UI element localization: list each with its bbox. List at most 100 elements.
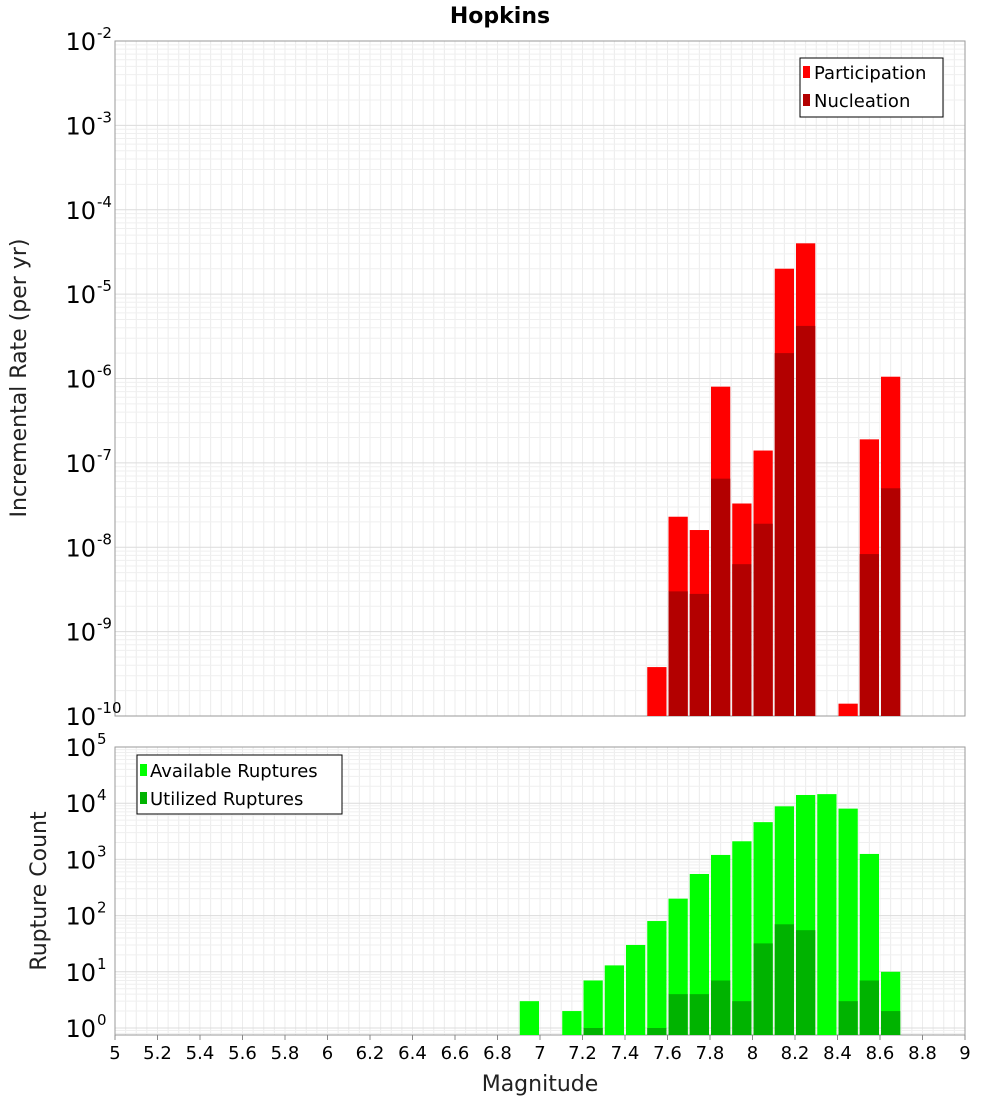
y-tick-label: 10 (65, 734, 96, 762)
chart-title: Hopkins (450, 4, 550, 29)
y-tick-label: 10 (65, 1015, 96, 1043)
bottom-panel-y-axis-label: Rupture Count (27, 811, 52, 971)
x-tick-label: 6 (322, 1043, 333, 1064)
utilized-ruptures-bar (711, 980, 731, 1035)
x-tick-label: 8.4 (823, 1043, 852, 1064)
available-ruptures-bar (838, 808, 858, 1035)
y-tick-label: 10 (65, 281, 96, 309)
utilized-ruptures-legend-label: Utilized Ruptures (150, 789, 303, 810)
y-tick-label: 10 (65, 846, 96, 874)
bottom-panel-legend: Available Ruptures Utilized Ruptures (136, 754, 343, 815)
nucleation-bar (881, 488, 901, 716)
nucleation-legend-swatch (803, 94, 810, 106)
x-tick-label: 5.8 (271, 1043, 300, 1064)
y-tick-exponent: -6 (97, 362, 112, 380)
y-tick-exponent: -4 (97, 193, 112, 211)
utilized-ruptures-bar (583, 1027, 603, 1035)
x-tick-label: 8.8 (908, 1043, 937, 1064)
y-tick-label: 10 (65, 28, 96, 56)
x-tick-label: 7.2 (568, 1043, 597, 1064)
utilized-ruptures-bar (881, 1011, 901, 1035)
y-tick-label: 10 (65, 703, 96, 731)
nucleation-bars (668, 325, 901, 716)
available-ruptures-legend-label: Available Ruptures (150, 761, 318, 782)
top-panel-grid (114, 41, 966, 717)
x-tick-label: 8.2 (781, 1043, 810, 1064)
y-tick-label: 10 (65, 959, 96, 987)
available-ruptures-bar (583, 980, 603, 1035)
utilized-ruptures-bar (859, 980, 879, 1035)
y-tick-label: 10 (65, 903, 96, 931)
available-ruptures-bar (647, 921, 667, 1035)
utilized-ruptures-bar (689, 994, 709, 1035)
y-tick-exponent: 5 (97, 730, 107, 748)
utilized-ruptures-bar (774, 924, 794, 1035)
utilized-ruptures-bar (647, 1027, 667, 1035)
x-tick-label: 7.8 (696, 1043, 725, 1064)
utilized-ruptures-bar (753, 943, 773, 1035)
y-tick-exponent: 2 (97, 899, 107, 917)
top-panel-frame (114, 40, 966, 717)
y-tick-exponent: -5 (97, 277, 112, 295)
y-tick-exponent: 3 (97, 842, 107, 860)
x-tick-label: 5.2 (143, 1043, 172, 1064)
nucleation-bar (859, 554, 879, 716)
y-tick-exponent: 0 (97, 1011, 107, 1029)
x-tick-label: 7.6 (653, 1043, 682, 1064)
nucleation-bar (732, 564, 752, 716)
utilized-ruptures-bar (838, 1001, 858, 1035)
x-tick-label: 6.8 (483, 1043, 512, 1064)
participation-bar (838, 703, 858, 716)
x-tick-label: 8 (747, 1043, 758, 1064)
nucleation-bar (796, 325, 816, 716)
y-tick-exponent: -3 (97, 108, 112, 126)
top-panel-y-axis-label: Incremental Rate (per yr) (7, 239, 32, 518)
utilized-ruptures-bar (796, 930, 816, 1035)
y-tick-label: 10 (65, 619, 96, 647)
y-tick-exponent: 4 (97, 786, 107, 804)
y-tick-exponent: -8 (97, 530, 112, 548)
nucleation-bar (689, 593, 709, 716)
y-tick-label: 10 (65, 197, 96, 225)
y-tick-label: 10 (65, 534, 96, 562)
x-tick-label: 5.4 (186, 1043, 215, 1064)
nucleation-bar (711, 478, 731, 716)
nucleation-bar (753, 523, 773, 716)
available-ruptures-bar (562, 1011, 582, 1035)
available-ruptures-bar (817, 794, 837, 1035)
y-tick-exponent: -10 (97, 699, 122, 717)
x-tick-label: 9 (959, 1043, 970, 1064)
x-tick-label: 5.6 (228, 1043, 257, 1064)
available-ruptures-bar (604, 965, 624, 1035)
y-tick-label: 10 (65, 366, 96, 394)
utilized-ruptures-legend-swatch (140, 792, 147, 804)
y-tick-exponent: 1 (97, 955, 107, 973)
nucleation-bar (668, 591, 688, 716)
utilized-ruptures-bar (732, 1001, 752, 1035)
x-tick-label: 6.6 (441, 1043, 470, 1064)
x-tick-label: 6.4 (398, 1043, 427, 1064)
y-tick-label: 10 (65, 112, 96, 140)
x-tick-label: 5 (109, 1043, 120, 1064)
available-ruptures-bar (519, 1001, 539, 1035)
y-tick-exponent: -2 (97, 24, 112, 42)
x-tick-label: 8.6 (866, 1043, 895, 1064)
bottom-legend-box (136, 754, 343, 815)
participation-legend-label: Participation (814, 63, 926, 84)
x-tick-label: 7 (534, 1043, 545, 1064)
x-tick-label: 7.4 (611, 1043, 640, 1064)
x-axis-ticks: 5 5.2 5.4 5.6 5.8 6 6.2 6.4 6.6 6.8 7 7.2 7.4 7.6 7.8 8… (109, 1035, 971, 1064)
top-panel-legend: Participation Nucleation (799, 57, 944, 118)
y-tick-exponent: -7 (97, 446, 112, 464)
nucleation-legend-label: Nucleation (814, 91, 910, 112)
available-ruptures-legend-swatch (140, 764, 147, 776)
nucleation-bar (774, 353, 794, 716)
participation-bar (647, 667, 667, 716)
y-tick-label: 10 (65, 790, 96, 818)
utilized-ruptures-bar (668, 994, 688, 1035)
